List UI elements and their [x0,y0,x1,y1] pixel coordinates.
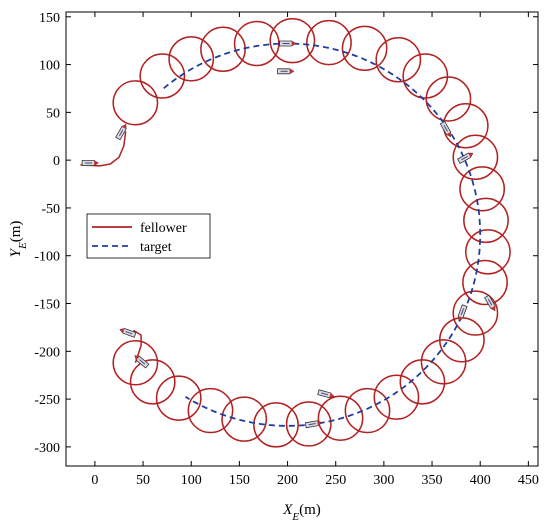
fellower-loop-26 [221,396,268,442]
fellower-loop-22 [344,387,391,434]
x-tick-label: 0 [91,473,98,488]
x-tick-label: 150 [229,473,250,488]
fellower-loop-21 [373,374,420,420]
fellower-loop-7 [341,25,388,72]
fellower-loop-29 [129,359,176,405]
legend-target-label: target [140,240,172,255]
y-tick-label: -50 [41,202,60,217]
boat-marker-2 [279,40,297,47]
boat-layer [81,40,496,429]
boat-marker-11 [304,420,323,429]
data-layer [80,17,511,448]
fellower-loop-15 [465,229,511,275]
y-tick-label: 100 [39,59,60,74]
fellower-loop-3 [200,26,246,73]
y-tick-label: 150 [39,11,60,26]
x-tick-label: 400 [470,473,491,488]
fellower-loop-20 [399,359,446,405]
axes-frame [65,11,539,467]
boat-marker-7 [457,304,468,322]
boat-marker-9 [134,355,150,369]
boat-marker-4 [439,120,452,138]
fellower-loop-0 [112,80,159,126]
fellower-loop-5 [269,17,316,64]
legend-box [86,213,211,259]
fellower-loop-10 [425,76,472,122]
fellower-loop-2 [168,36,215,82]
y-tick-label: -250 [34,393,60,408]
y-tick-label: 0 [53,154,60,169]
x-tick-label: 200 [277,473,298,488]
boat-marker-6 [484,294,496,312]
boat-marker-1 [115,123,127,141]
fellower-loop-30 [112,340,159,386]
legend: fellower target [86,213,211,259]
y-tick-label: -300 [34,441,60,456]
y-tick-label: -200 [34,345,60,360]
x-tick-label: 250 [325,473,346,488]
x-tick-label: 100 [181,473,202,488]
y-axis-label: YE(m) [8,221,29,258]
boat-marker-5 [457,152,474,165]
y-tick-label: -100 [34,250,60,265]
y-tick-label: -150 [34,298,60,313]
y-tick-label: 50 [46,106,60,121]
fellower-end-segment [133,329,142,364]
fellower-start-segment [80,131,127,167]
boat-marker-0 [81,160,99,166]
legend-fellower-label: fellower [140,221,187,236]
fellower-loop-8 [375,37,422,83]
x-tick-label: 300 [373,473,394,488]
fellower-loop-24 [285,401,332,447]
fellower-loop-28 [155,375,202,421]
fellower-loop-23 [317,395,364,441]
fellower-loop-6 [306,19,352,66]
x-tick-label: 50 [136,473,150,488]
tick-layer: 0 50 100 150 200 250 300 350 400 450 -300 -250 -200 -… [34,11,539,488]
fellower-loop-12 [452,134,499,181]
boat-marker-3 [277,68,295,75]
fellower-loop-27 [187,387,234,434]
x-tick-label: 350 [422,473,443,488]
fellower-loop-13 [459,166,506,212]
fellower-loop-9 [402,53,449,99]
boat-marker-8 [119,328,137,338]
fellower-loop-19 [420,339,467,385]
x-tick-label: 450 [518,473,539,488]
fellower-loop-14 [463,197,509,244]
fellower-loop-16 [462,259,508,306]
fellower-loop-1 [139,53,186,99]
fellower-loop-17 [452,290,499,336]
fellower-loop-25 [253,402,299,448]
x-axis-label: XE(m) [282,502,321,523]
boat-marker-10 [317,389,335,399]
